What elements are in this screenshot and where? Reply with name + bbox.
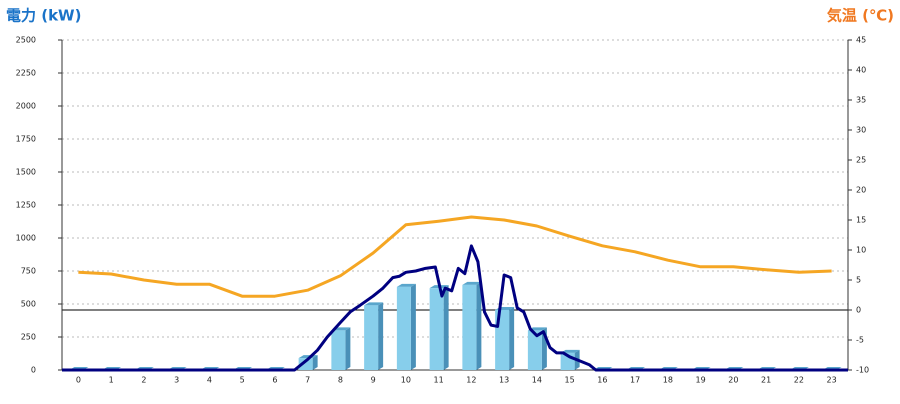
y2-tick-label: 20 bbox=[856, 186, 866, 195]
bar bbox=[527, 330, 542, 370]
bar-side bbox=[509, 306, 515, 370]
bar-top bbox=[560, 349, 580, 353]
x-tick-label: 22 bbox=[794, 376, 804, 385]
line bbox=[78, 215, 832, 298]
x-tick-label: 5 bbox=[240, 376, 245, 385]
x-tick-label: 19 bbox=[696, 376, 706, 385]
x-tick-label: 1 bbox=[109, 376, 114, 385]
bar bbox=[429, 288, 444, 370]
bar-side bbox=[378, 302, 384, 370]
x-tick-label: 10 bbox=[401, 376, 411, 385]
y2-tick-label: 45 bbox=[856, 36, 866, 45]
x-tick-label: 18 bbox=[663, 376, 673, 385]
bar bbox=[396, 286, 411, 370]
x-tick-label: 9 bbox=[371, 376, 376, 385]
y2-tick-label: -5 bbox=[856, 336, 864, 345]
bar-top bbox=[462, 281, 482, 285]
x-tick-label: 3 bbox=[174, 376, 179, 385]
y-axis-title: 電力 (kW) bbox=[6, 7, 81, 25]
x-tick-label: 23 bbox=[827, 376, 837, 385]
bar-top bbox=[396, 283, 416, 287]
bar bbox=[364, 305, 379, 370]
y-tick-label: 1000 bbox=[16, 234, 36, 243]
y-tick-label: 2000 bbox=[16, 102, 36, 111]
x-tick-label: 7 bbox=[305, 376, 310, 385]
y2-tick-label: 25 bbox=[856, 156, 866, 165]
bar bbox=[331, 330, 346, 370]
bar-side bbox=[410, 283, 416, 370]
x-tick-label: 0 bbox=[76, 376, 81, 385]
x-tick-label: 6 bbox=[272, 376, 277, 385]
x-tick-label: 14 bbox=[532, 376, 542, 385]
y-tick-label: 1250 bbox=[16, 201, 36, 210]
y-tick-label: 500 bbox=[21, 300, 36, 309]
bar-side bbox=[345, 327, 351, 370]
y-tick-label: 250 bbox=[21, 333, 36, 342]
y-tick-label: 2500 bbox=[16, 36, 36, 45]
y2-tick-label: 15 bbox=[856, 216, 866, 225]
x-tick-label: 2 bbox=[141, 376, 146, 385]
y2-tick-label: 40 bbox=[856, 66, 866, 75]
y2-tick-label: -10 bbox=[856, 366, 869, 375]
bar-side bbox=[312, 355, 318, 370]
bar-side bbox=[476, 281, 482, 370]
y-tick-label: 2250 bbox=[16, 69, 36, 78]
y2-tick-label: 30 bbox=[856, 126, 866, 135]
y2-tick-label: 0 bbox=[856, 306, 861, 315]
y2-tick-label: 10 bbox=[856, 246, 866, 255]
y2-tick-label: 5 bbox=[856, 276, 861, 285]
x-tick-label: 21 bbox=[761, 376, 771, 385]
x-tick-label: 11 bbox=[434, 376, 444, 385]
y2-axis-title: 気温 (℃) bbox=[827, 7, 894, 25]
x-tick-label: 8 bbox=[338, 376, 343, 385]
line bbox=[62, 244, 848, 372]
bar-top bbox=[364, 302, 384, 306]
x-tick-label: 20 bbox=[728, 376, 738, 385]
x-tick-label: 16 bbox=[597, 376, 607, 385]
bar bbox=[462, 284, 477, 370]
y-tick-label: 1750 bbox=[16, 135, 36, 144]
y-tick-label: 0 bbox=[31, 366, 36, 375]
x-tick-label: 15 bbox=[565, 376, 575, 385]
y2-tick-label: 35 bbox=[856, 96, 866, 105]
x-tick-label: 4 bbox=[207, 376, 212, 385]
x-tick-label: 17 bbox=[630, 376, 640, 385]
bar-side bbox=[443, 285, 449, 370]
x-tick-label: 13 bbox=[499, 376, 509, 385]
y-tick-label: 750 bbox=[21, 267, 36, 276]
bar bbox=[298, 358, 313, 370]
x-tick-label: 12 bbox=[466, 376, 476, 385]
y-tick-label: 1500 bbox=[16, 168, 36, 177]
